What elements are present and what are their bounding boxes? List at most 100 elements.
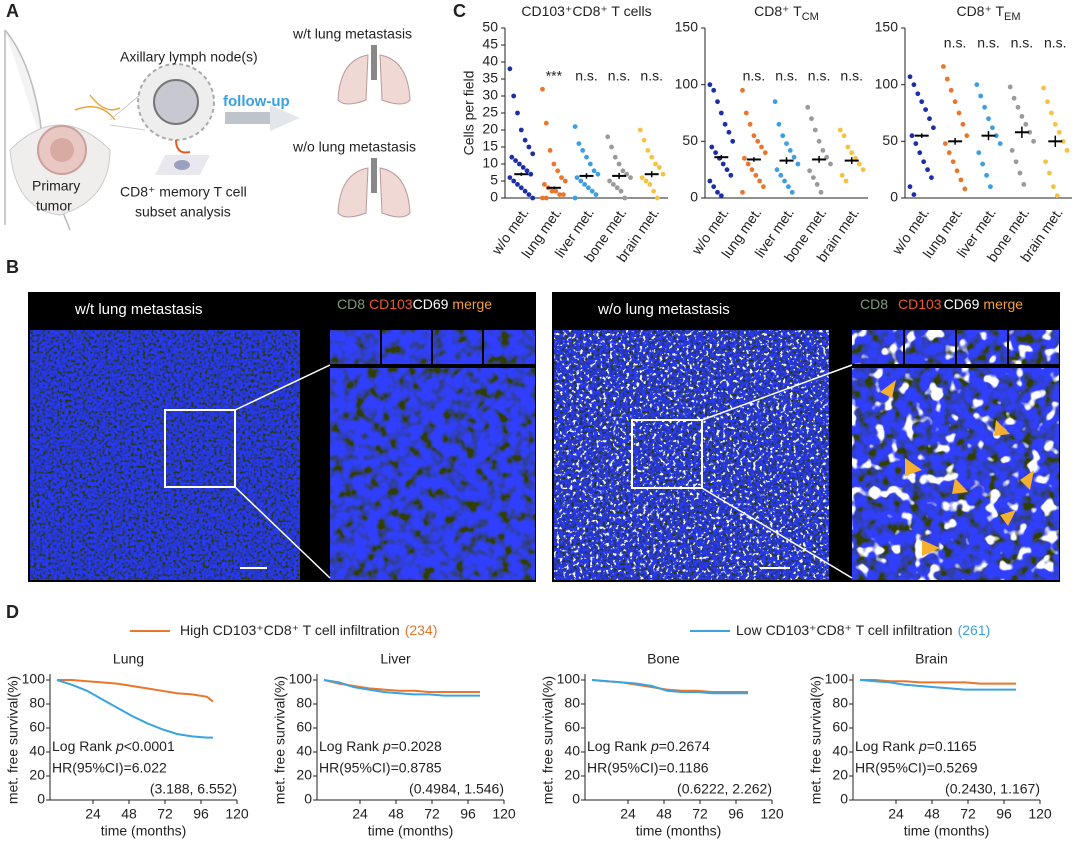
data-point [711, 184, 717, 190]
data-point [753, 172, 759, 178]
data-point [589, 188, 595, 194]
data-point [962, 186, 968, 192]
x-tick-label: 96 [460, 806, 476, 822]
y-tick-label: 150 [675, 19, 699, 35]
data-point [722, 121, 728, 127]
data-point [616, 161, 622, 167]
chart-title: CD8⁺ TEM [956, 3, 1020, 23]
data-point [1050, 184, 1056, 190]
data-point [561, 192, 566, 198]
lung-icon [337, 45, 411, 218]
data-point [860, 167, 866, 173]
data-point [915, 91, 921, 97]
data-point [805, 104, 811, 110]
y-tick-label: 0 [840, 791, 848, 807]
data-point [950, 159, 956, 165]
data-point [976, 150, 982, 156]
data-point [948, 87, 954, 93]
data-point [774, 167, 780, 173]
data-point [656, 165, 662, 170]
data-point [515, 110, 520, 116]
data-point [580, 148, 586, 153]
data-point [728, 172, 734, 178]
stat-hr: HR(95%CI)=0.1186 [587, 760, 709, 776]
data-point [856, 161, 862, 167]
data-point [1009, 148, 1015, 153]
image-title: w/o lung metastasis [597, 301, 730, 318]
data-point [807, 168, 812, 174]
significance: n.s. [977, 35, 1000, 51]
data-point [917, 150, 923, 156]
significance: n.s. [743, 68, 766, 84]
data-point [582, 182, 587, 187]
data-point [1015, 104, 1021, 110]
y-tick-label: 25 [482, 104, 498, 120]
data-point [726, 129, 732, 135]
panel-label: B [6, 257, 19, 277]
data-point [595, 171, 601, 177]
data-point [543, 195, 549, 201]
data-point [993, 133, 999, 139]
zoom-box [164, 409, 236, 488]
survival-curve [860, 679, 1016, 685]
panel-label: A [6, 1, 19, 21]
data-point [555, 168, 561, 174]
x-tick-label: 120 [1028, 806, 1052, 822]
data-point [941, 64, 946, 69]
label: follow-up [223, 93, 290, 110]
significance: n.s. [1011, 35, 1034, 51]
data-point [759, 144, 764, 150]
stat-ci: (3.188, 6.552) [150, 781, 237, 797]
data-point [1056, 129, 1062, 135]
data-point [997, 141, 1003, 147]
stat-ci: (0.4984, 1.546) [409, 781, 504, 797]
stat-hr: HR(95%CI)=6.022 [52, 760, 167, 776]
data-point [593, 192, 599, 198]
zoom-line [701, 364, 853, 579]
y-axis-label: Cells per field [461, 71, 477, 156]
data-point [930, 125, 936, 131]
data-point [612, 154, 618, 160]
data-point [1019, 114, 1025, 119]
data-point [787, 148, 793, 153]
y-tick-label: 80 [29, 695, 45, 711]
chart-title: CD103⁺CD8⁺ T cells [521, 3, 651, 19]
chart-title: Brain [915, 651, 948, 667]
y-tick-label: 5 [490, 172, 498, 188]
thumb-divider [903, 330, 1009, 364]
lymph-node-core [153, 79, 199, 125]
data-point [784, 141, 789, 147]
y-tick-label: 45 [482, 36, 498, 52]
stat-p-value: =0.2028 [391, 738, 442, 754]
label: Axillary lymph node(s) [120, 49, 258, 65]
y-tick-label: 20 [564, 767, 580, 783]
survival-curve [859, 679, 1016, 691]
data-point [574, 175, 580, 181]
data-point [540, 195, 545, 201]
data-point [530, 195, 536, 201]
y-tick-label: 15 [482, 138, 498, 154]
data-point [980, 161, 986, 167]
data-point [911, 82, 917, 88]
x-tick-label: 48 [924, 806, 940, 822]
data-point [942, 141, 948, 147]
data-point [645, 148, 651, 153]
data-point [747, 121, 753, 127]
label: Primary [32, 178, 80, 194]
data-point [620, 168, 626, 174]
data-point [1021, 182, 1027, 187]
data-point [724, 167, 730, 173]
data-point [522, 137, 528, 143]
data-point [1027, 129, 1033, 135]
data-point [1031, 138, 1036, 144]
y-tick-label: 0 [890, 189, 898, 205]
data-point [516, 161, 522, 167]
x-axis-label: time (months) [904, 823, 990, 839]
data-point [513, 158, 518, 164]
x-tick-label: 48 [121, 806, 137, 822]
significance: n.s. [775, 68, 798, 84]
data-point [520, 165, 526, 170]
significance: n.s. [575, 68, 598, 84]
